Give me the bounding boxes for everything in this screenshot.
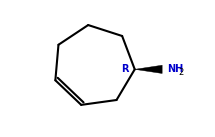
Text: NH: NH xyxy=(168,64,184,74)
Text: 2: 2 xyxy=(178,68,183,77)
Text: R: R xyxy=(121,64,128,74)
Polygon shape xyxy=(135,65,162,73)
